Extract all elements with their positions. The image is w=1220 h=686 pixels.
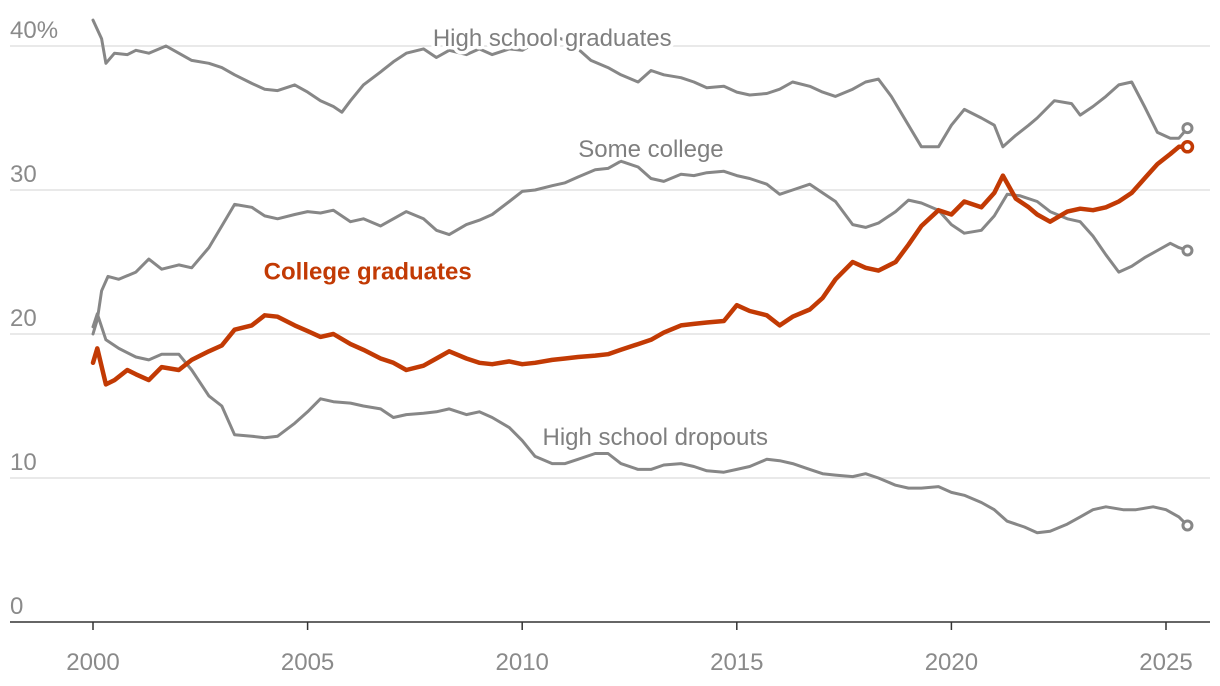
series-endpoint-high-school-graduates	[1181, 122, 1194, 135]
series-label-high-school-graduates: High school graduates	[433, 25, 672, 52]
series-line-college-graduates	[90, 144, 1190, 387]
x-tick-label-2000: 2000	[66, 649, 119, 676]
axes: 0 10 20 30 40% 2000 2005 2010 2015 2020 2025	[10, 17, 1210, 676]
series-label-halo-high-school-dropouts: High school dropouts	[543, 424, 768, 451]
series-label-halo-some-college: Some college	[578, 136, 723, 163]
series-label-high-school-dropouts: High school dropouts	[543, 424, 768, 451]
x-tick-label-2025: 2025	[1139, 649, 1192, 676]
series-line-high-school-graduates	[91, 18, 1189, 149]
series-endpoint-some-college	[1181, 244, 1194, 257]
series-line-some-college	[91, 159, 1189, 336]
series-endpoint-college-graduates	[1180, 140, 1195, 154]
x-tick-label-2015: 2015	[710, 649, 763, 676]
gridlines	[10, 45, 1210, 479]
y-tick-label-30: 30	[10, 161, 37, 188]
x-tick-label-2020: 2020	[925, 649, 978, 676]
y-tick-label-40: 40%	[10, 17, 58, 44]
y-tick-label-20: 20	[10, 305, 37, 332]
series-label-halo-college-graduates: College graduates	[264, 258, 472, 285]
series-lines	[90, 18, 1195, 535]
series-endpoint-high-school-dropouts	[1181, 519, 1194, 532]
y-tick-label-10: 10	[10, 449, 37, 476]
series-label-some-college: Some college	[578, 136, 723, 163]
x-tick-label-2005: 2005	[281, 649, 334, 676]
series-label-halo-high-school-graduates: High school graduates	[433, 25, 672, 52]
series-label-college-graduates: College graduates	[264, 258, 472, 285]
x-tick-label-2010: 2010	[496, 649, 549, 676]
y-tick-label-0: 0	[10, 593, 23, 620]
series-line-high-school-dropouts	[91, 312, 1189, 535]
